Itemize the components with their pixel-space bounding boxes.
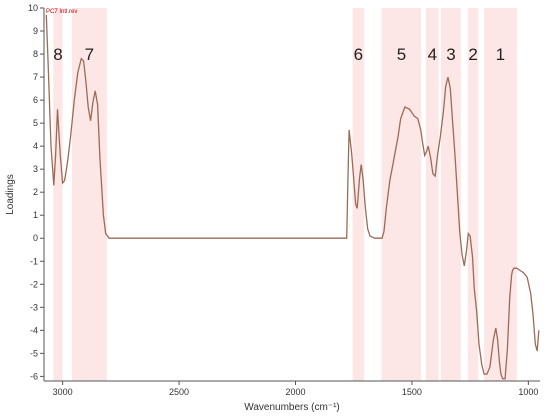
y-tick-label: 9 xyxy=(33,26,38,36)
y-tick-label: -1 xyxy=(30,256,38,266)
y-tick-label: 8 xyxy=(33,49,38,59)
highlight-band xyxy=(53,8,63,381)
highlight-band xyxy=(425,8,439,381)
y-tick-label: -4 xyxy=(30,325,38,335)
loading-line xyxy=(45,14,540,380)
y-tick-label: 10 xyxy=(28,3,38,13)
band-number-label: 8 xyxy=(53,45,62,64)
x-axis-title: Wavenumbers (cm⁻¹) xyxy=(244,402,339,413)
band-number-label: 1 xyxy=(496,45,505,64)
highlight-bands xyxy=(53,8,517,381)
x-tick-label: 1000 xyxy=(518,387,538,397)
band-number-label: 7 xyxy=(85,45,94,64)
highlight-band xyxy=(484,8,517,381)
y-tick-label: 2 xyxy=(33,187,38,197)
x-tick-label: 3000 xyxy=(53,387,73,397)
y-tick-label: 6 xyxy=(33,95,38,105)
band-number-label: 5 xyxy=(397,45,406,64)
series-label: PC7 Intl.rev xyxy=(46,9,77,15)
y-tick-label: -5 xyxy=(30,348,38,358)
x-tick-label: 2500 xyxy=(169,387,189,397)
band-number-label: 3 xyxy=(446,45,455,64)
highlight-band xyxy=(441,8,461,381)
band-number-label: 6 xyxy=(354,45,363,64)
y-tick-label: -2 xyxy=(30,279,38,289)
y-tick-label: 1 xyxy=(33,210,38,220)
y-tick-label: 5 xyxy=(33,118,38,128)
band-number-label: 4 xyxy=(428,45,437,64)
band-number-label: 2 xyxy=(468,45,477,64)
y-tick-label: 7 xyxy=(33,72,38,82)
x-axis: 3000 2500 2000 1500 1000 xyxy=(44,380,540,397)
y-tick-label: -6 xyxy=(30,371,38,381)
y-tick-label: 4 xyxy=(33,141,38,151)
y-tick-label: -3 xyxy=(30,302,38,312)
y-tick-label: 0 xyxy=(33,233,38,243)
y-tick-label: 3 xyxy=(33,164,38,174)
x-tick-label: 1500 xyxy=(402,387,422,397)
highlight-band xyxy=(467,8,479,381)
x-tick-label: 2000 xyxy=(285,387,305,397)
y-axis-title: Loadings xyxy=(5,174,16,215)
